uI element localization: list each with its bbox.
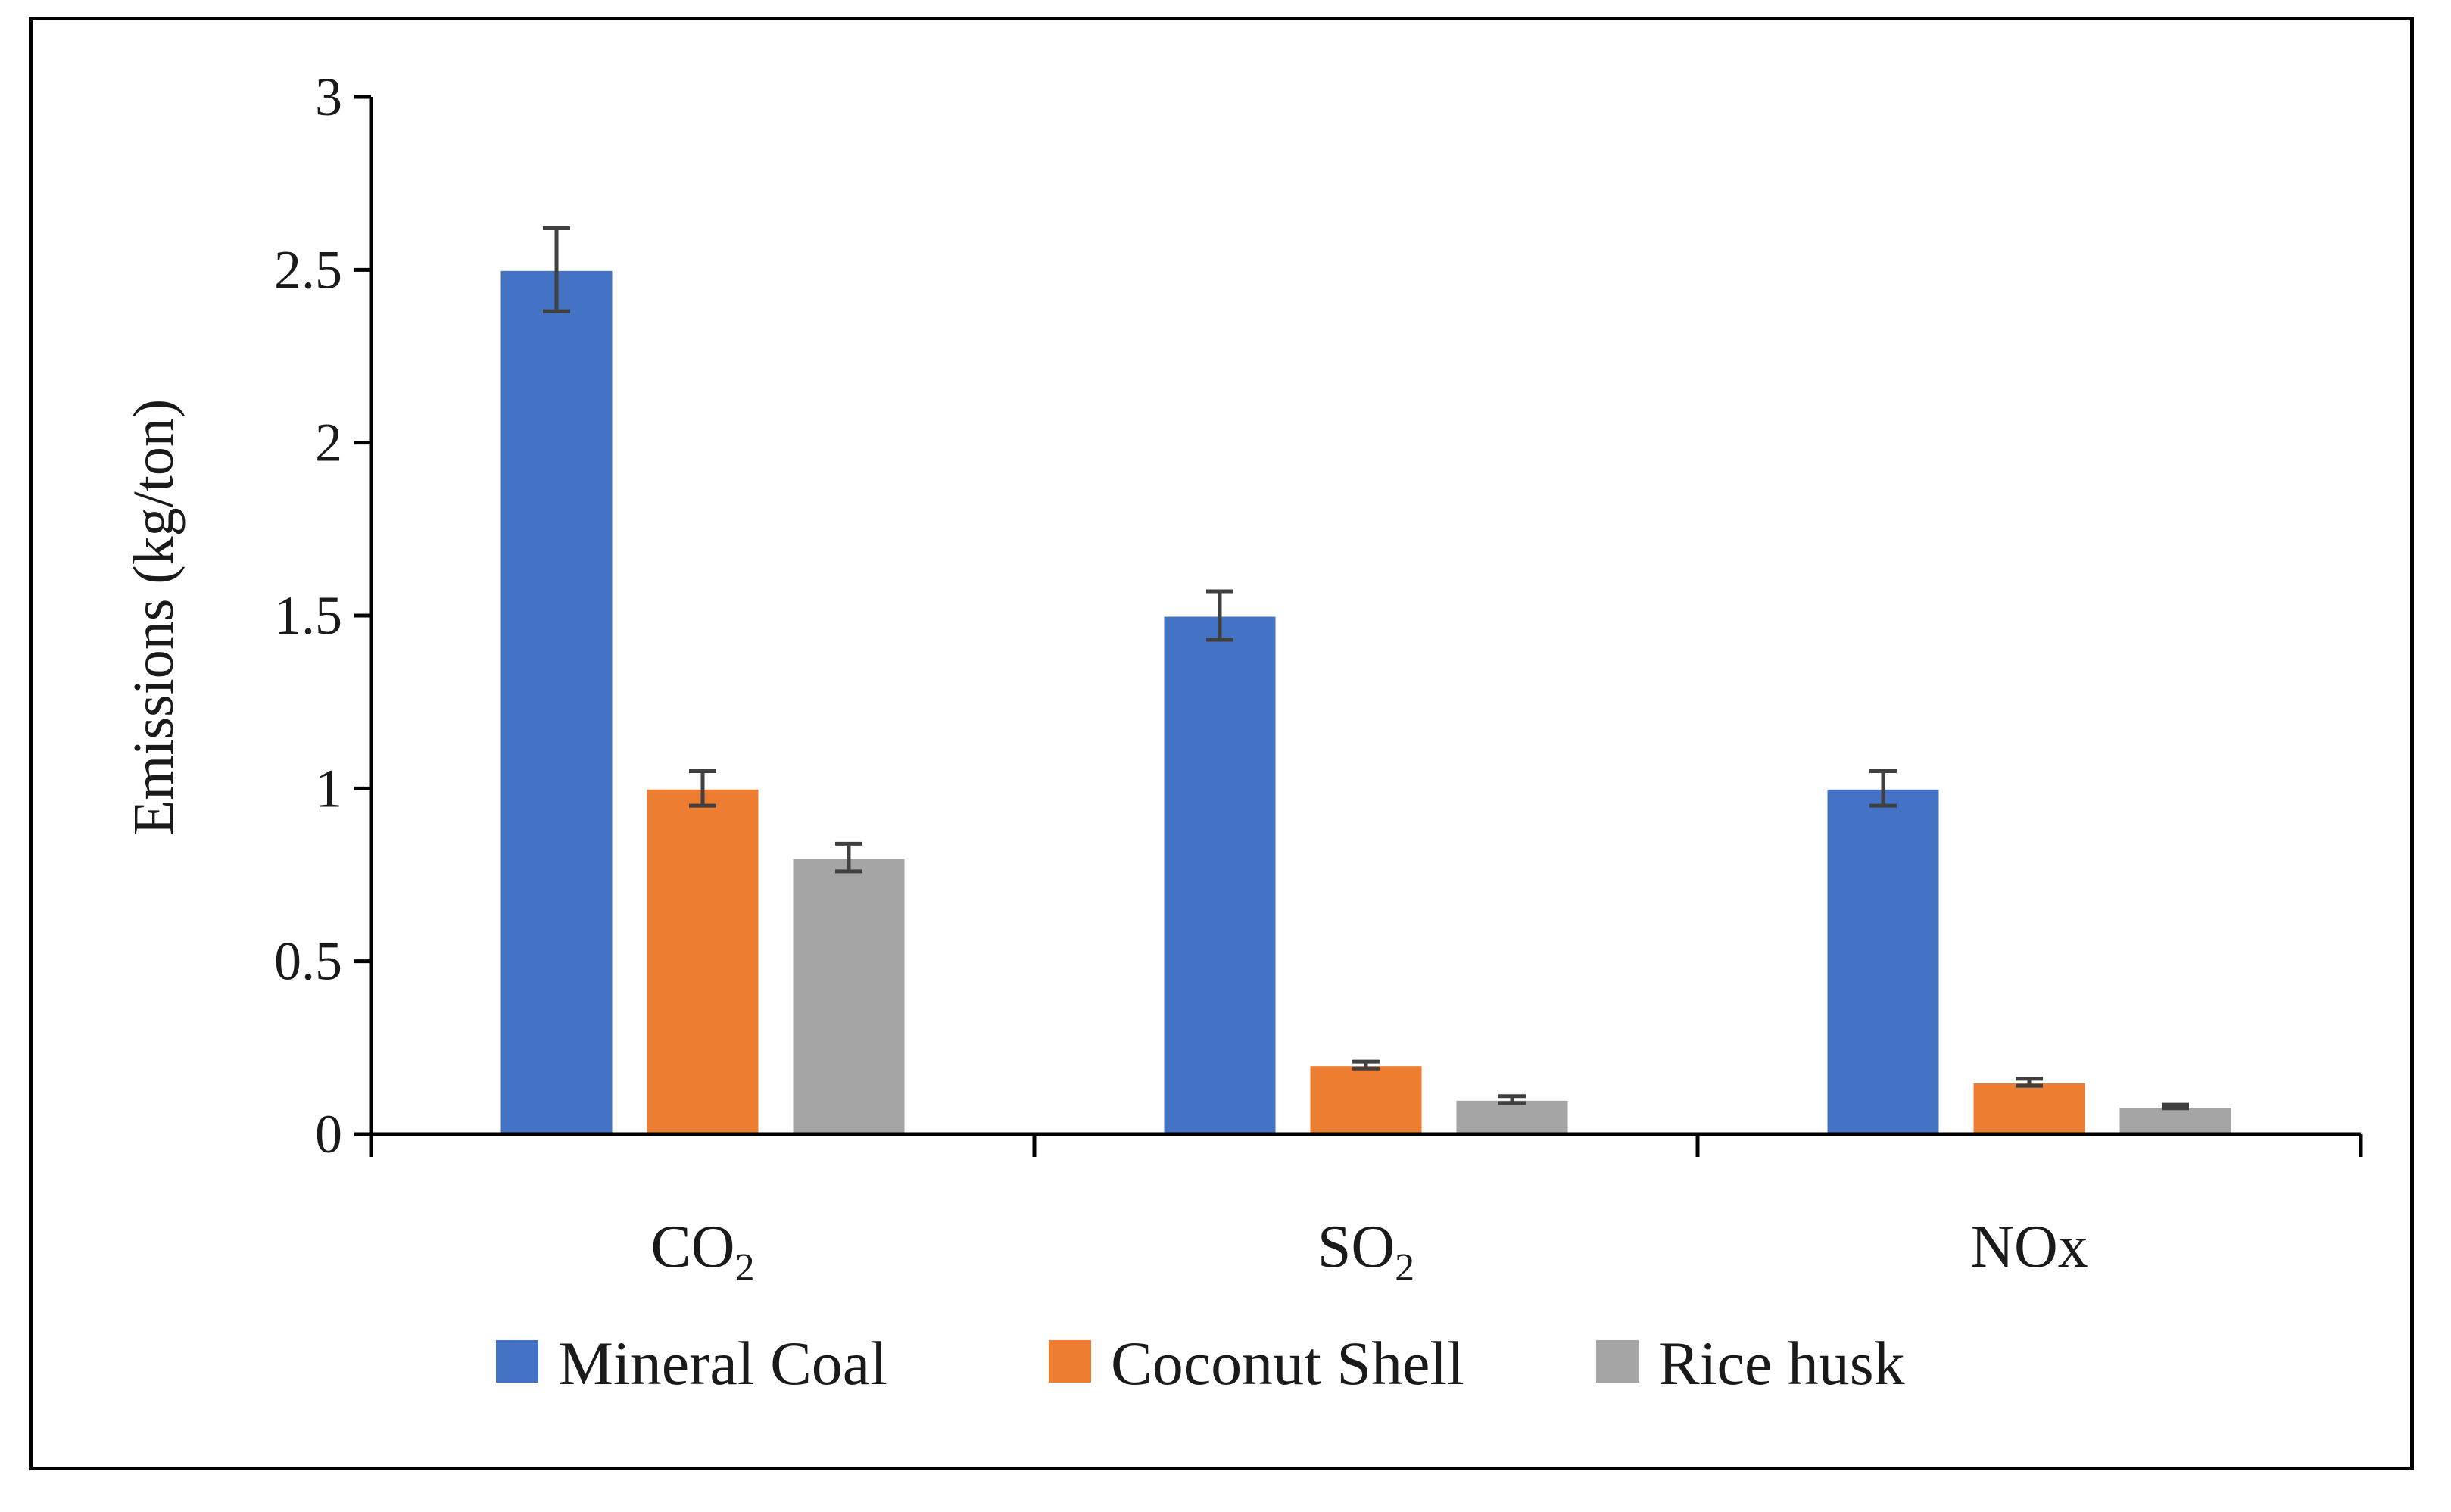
x-tick-label-main: NOx [1970, 1214, 2088, 1280]
y-tick-label: 3 [315, 67, 342, 127]
x-tick-labels: CO2 SO2 NOx [650, 1214, 2088, 1289]
error-bar-mineral-coal-2 [1869, 769, 1897, 808]
y-tick-label: 1 [315, 758, 342, 818]
legend-label: Mineral Coal [558, 1329, 887, 1398]
error-bar-rice-husk-1 [1498, 1094, 1526, 1105]
y-tick-label: 0.5 [274, 931, 342, 992]
x-tick-label-main: SO [1317, 1214, 1395, 1280]
y-axis-title: Emissions (kg/ton) [122, 399, 186, 835]
x-tick-label-subscript: 2 [735, 1246, 755, 1289]
bar-rice-husk-2 [2117, 1105, 2234, 1136]
legend: Mineral Coal Coconut Shell Rice husk [496, 1329, 1905, 1398]
bar-coconut-shell-0 [644, 787, 761, 1136]
x-tick-label-1: SO2 [1317, 1214, 1414, 1289]
y-tick-labels: 0 0.5 1 1.5 2 2.5 3 [274, 67, 342, 1164]
chart-frame [29, 17, 2414, 1470]
error-bar-rice-husk-0 [835, 841, 862, 874]
legend-item-rice-husk: Rice husk [1596, 1329, 1905, 1398]
y-tick-label: 2 [315, 413, 342, 473]
legend-item-coconut-shell: Coconut Shell [1049, 1329, 1464, 1398]
bar-coconut-shell-2 [1971, 1081, 2088, 1136]
x-tick-label-main: CO [650, 1214, 734, 1280]
error-bar-coconut-shell-0 [689, 769, 716, 808]
y-tick-label: 1.5 [274, 585, 342, 646]
error-bars-layer [543, 226, 2189, 1111]
y-tick-label: 0 [315, 1104, 342, 1164]
error-bar-rice-husk-2 [2162, 1102, 2189, 1111]
axes-layer [354, 95, 2363, 1157]
legend-label: Coconut Shell [1111, 1329, 1464, 1398]
y-axis-title-group: Emissions (kg/ton) [122, 399, 186, 835]
x-tick-label-2: NOx [1970, 1214, 2088, 1280]
legend-swatch [496, 1340, 538, 1383]
legend-swatch [1596, 1340, 1639, 1383]
bar-rice-husk-0 [790, 856, 907, 1136]
bars-layer [498, 268, 2234, 1136]
x-tick-label-subscript: 2 [1395, 1246, 1414, 1289]
legend-swatch [1049, 1340, 1091, 1383]
bar-mineral-coal-0 [498, 268, 615, 1136]
error-bar-coconut-shell-1 [1352, 1059, 1380, 1071]
error-bar-coconut-shell-2 [2016, 1077, 2043, 1088]
bar-mineral-coal-2 [1825, 787, 1941, 1136]
error-bar-mineral-coal-1 [1206, 589, 1233, 642]
y-tick-label: 2.5 [274, 239, 342, 300]
bar-mineral-coal-1 [1162, 614, 1278, 1136]
x-tick-label-0: CO2 [650, 1214, 754, 1289]
bar-coconut-shell-1 [1308, 1064, 1424, 1136]
legend-label: Rice husk [1658, 1329, 1905, 1398]
legend-item-mineral-coal: Mineral Coal [496, 1329, 887, 1398]
error-bar-mineral-coal-0 [543, 226, 570, 313]
